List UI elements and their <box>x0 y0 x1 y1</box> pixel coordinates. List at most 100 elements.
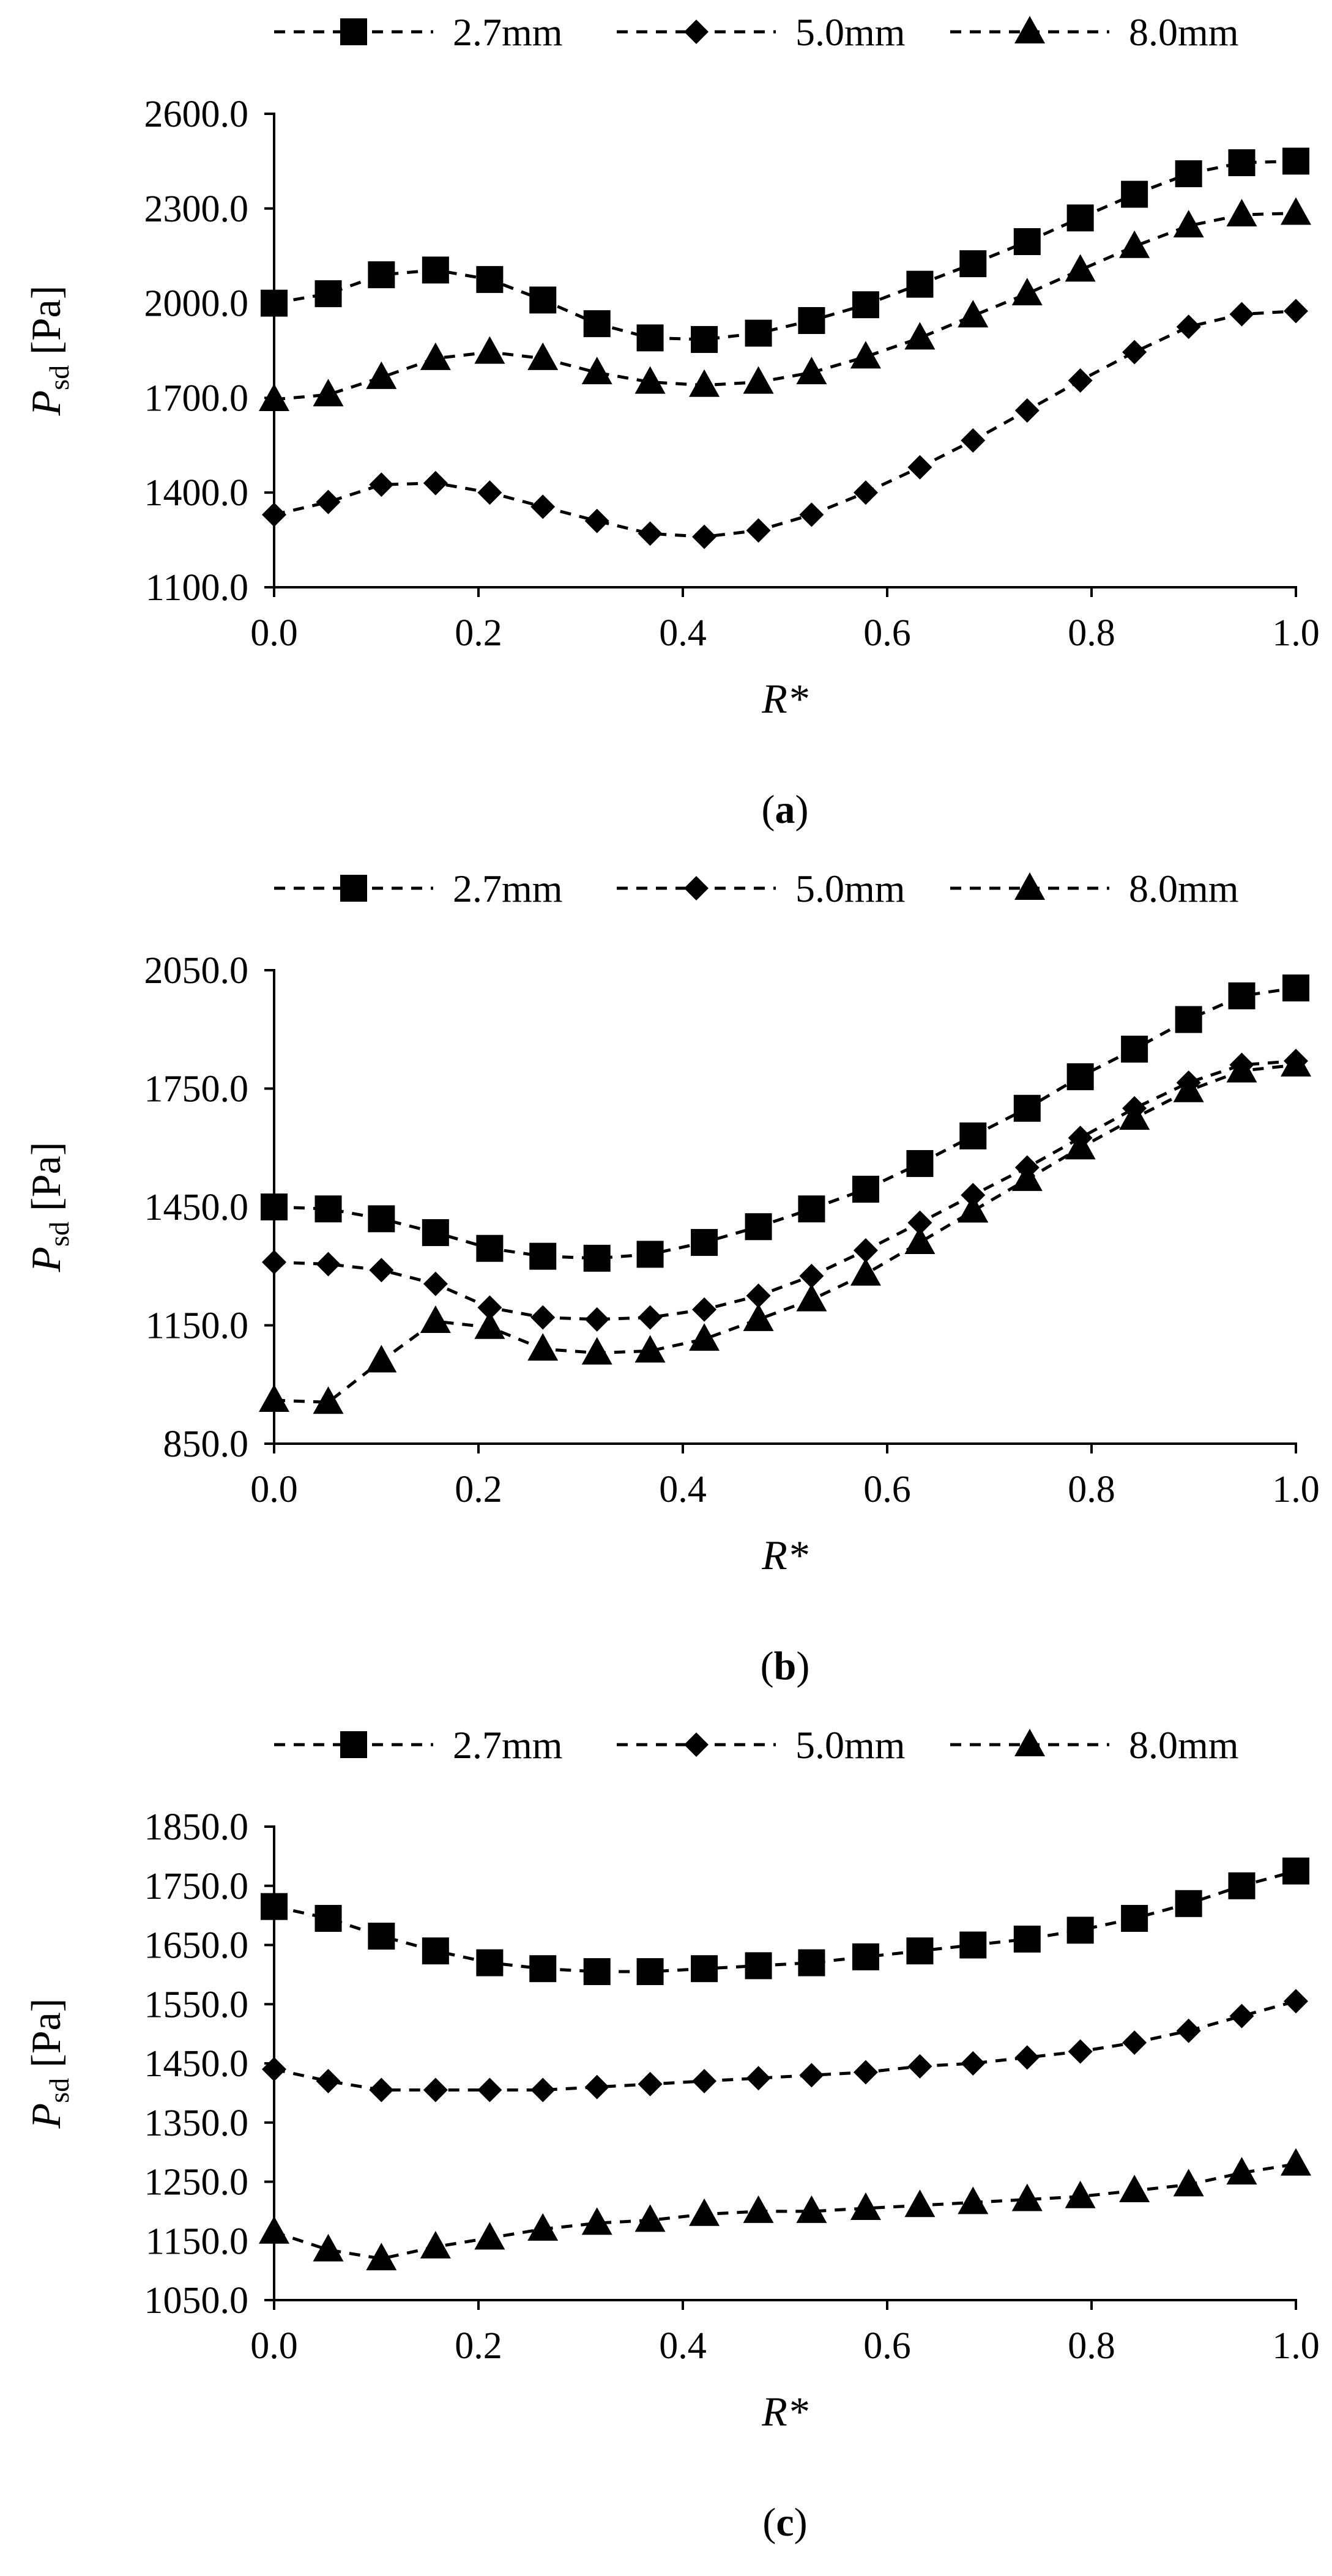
legend-label: 8.0mm <box>1129 867 1239 910</box>
data-point <box>1281 2148 1311 2176</box>
data-point <box>1282 1857 1309 1885</box>
data-point <box>1173 210 1204 238</box>
y-tick-label: 1750.0 <box>144 1866 249 1907</box>
data-point <box>1013 228 1041 255</box>
data-point <box>1119 230 1150 258</box>
data-point <box>584 2074 609 2099</box>
data-point <box>259 2216 289 2244</box>
legend-marker-diamond <box>684 1732 709 1757</box>
data-point <box>961 428 986 453</box>
data-point <box>1119 1102 1150 1130</box>
data-point <box>634 2204 666 2232</box>
y-tick-label: 1750.0 <box>144 1069 249 1110</box>
data-point <box>852 1943 879 1970</box>
series-line <box>273 2162 1297 2260</box>
data-point <box>1121 1904 1148 1932</box>
data-point <box>796 1283 827 1312</box>
data-point <box>423 2077 448 2103</box>
y-tick-label: 2050.0 <box>144 950 249 992</box>
data-point <box>1011 1163 1043 1191</box>
data-point <box>262 1250 286 1275</box>
data-point <box>477 1295 502 1320</box>
legend-label: 2.7mm <box>453 1723 563 1767</box>
y-tick-label: 2300.0 <box>144 188 249 230</box>
data-point <box>1014 398 1040 423</box>
data-point <box>904 1227 936 1255</box>
legend-label: 8.0mm <box>1129 1723 1239 1767</box>
data-point <box>691 1955 718 1983</box>
data-point <box>368 1922 395 1950</box>
x-tick-label: 0.2 <box>455 1469 502 1510</box>
data-point <box>1122 2030 1147 2055</box>
series-line <box>273 212 1297 401</box>
data-point <box>1226 2156 1257 2184</box>
data-point <box>1229 302 1254 327</box>
x-tick-label: 0.6 <box>863 612 911 654</box>
data-point <box>261 289 288 317</box>
legend-label: 2.7mm <box>453 867 563 910</box>
data-point <box>527 1333 559 1361</box>
data-point <box>581 357 612 385</box>
y-tick-label: 850.0 <box>163 1423 249 1465</box>
data-point <box>1175 1890 1202 1917</box>
data-point <box>1066 1063 1094 1091</box>
y-axis-label: Psd [Pa] <box>23 286 75 417</box>
data-point <box>1068 2039 1093 2064</box>
y-tick-label: 2000.0 <box>144 283 249 325</box>
data-point <box>529 1242 557 1270</box>
legend-marker-triangle <box>1014 16 1045 43</box>
data-point <box>853 480 878 505</box>
y-tick-label: 1850.0 <box>144 1806 249 1848</box>
data-point <box>1226 199 1257 227</box>
x-axis-label: R* <box>761 1532 808 1578</box>
series-5-0mm <box>262 1049 1308 1332</box>
legend-label: 5.0mm <box>795 1723 906 1767</box>
data-point <box>259 1384 289 1412</box>
data-point <box>369 2077 394 2103</box>
data-point <box>1065 254 1096 282</box>
data-point <box>906 270 934 298</box>
legend-marker-diamond <box>684 20 709 44</box>
data-point <box>261 1193 288 1220</box>
series-8-0mm <box>259 197 1311 411</box>
data-point <box>581 2207 612 2235</box>
data-point <box>313 379 344 407</box>
data-point <box>745 1213 772 1241</box>
data-point <box>1065 1132 1096 1160</box>
data-point <box>314 1195 342 1223</box>
data-point <box>477 2077 502 2103</box>
legend-marker-square <box>340 18 367 45</box>
data-point <box>584 1307 609 1332</box>
data-point <box>530 494 556 519</box>
x-tick-label: 0.8 <box>1068 612 1115 654</box>
data-point <box>638 2071 663 2096</box>
data-point <box>959 1931 987 1959</box>
legend: 2.7mm 5.0mm 8.0mm <box>274 867 1239 910</box>
legend-item-8-0mm: 8.0mm <box>950 1723 1239 1767</box>
data-point <box>584 508 609 533</box>
data-point <box>1228 149 1256 176</box>
data-point <box>958 300 989 328</box>
data-point <box>1122 340 1147 365</box>
data-point <box>422 1937 449 1965</box>
y-tick-label: 1550.0 <box>144 1984 249 2025</box>
data-point <box>476 265 504 293</box>
data-point <box>850 1258 881 1286</box>
data-point <box>959 1122 987 1149</box>
data-point <box>1011 2183 1043 2211</box>
series-line <box>273 310 1297 538</box>
x-tick-label: 0.0 <box>250 612 298 654</box>
panel-caption: (c) <box>762 2500 807 2545</box>
data-point <box>583 1958 611 1986</box>
data-point <box>958 2186 989 2214</box>
data-point <box>904 2189 936 2218</box>
x-axis-label: R* <box>761 675 808 722</box>
data-point <box>796 357 827 385</box>
data-point <box>316 2069 341 2094</box>
y-tick-label: 1150.0 <box>146 2221 248 2262</box>
data-point <box>1282 147 1309 175</box>
data-point <box>316 1252 341 1277</box>
data-point <box>1282 974 1309 1002</box>
data-point <box>527 2213 559 2241</box>
